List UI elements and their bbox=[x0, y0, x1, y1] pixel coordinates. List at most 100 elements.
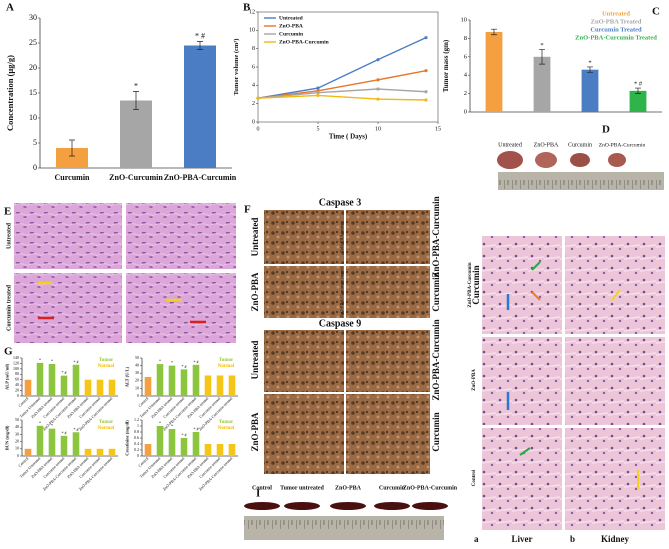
legend-label: ZnO-PBA bbox=[279, 23, 303, 29]
y-tick-label: 0 bbox=[464, 108, 467, 115]
micrograph bbox=[346, 394, 430, 474]
y-tick-label: 0 bbox=[17, 453, 19, 458]
micrograph bbox=[14, 273, 122, 343]
x-axis-label: Time ( Days) bbox=[329, 133, 368, 141]
panel-f: F Caspase 3 Caspase 9 Untreated ZnO-PBA … bbox=[244, 196, 441, 474]
y-tick-label: 140 bbox=[13, 355, 19, 360]
inner-label: ZnO-PBA-Curcumin treated bbox=[339, 266, 344, 318]
y-axis-label: Creatinine (mg/dl) bbox=[125, 420, 130, 456]
bar bbox=[84, 448, 92, 456]
series-line bbox=[257, 94, 427, 101]
significance-mark: * # bbox=[194, 359, 199, 364]
liver-photo bbox=[244, 502, 280, 510]
micrograph bbox=[565, 236, 665, 334]
series-line bbox=[257, 37, 427, 99]
row-label: ZnO-PBA bbox=[472, 369, 477, 391]
y-tick-label: 0 bbox=[33, 163, 37, 172]
panel-letter: D bbox=[602, 124, 610, 136]
significance-mark: * bbox=[171, 424, 173, 429]
error-bar bbox=[539, 49, 545, 65]
bar bbox=[180, 369, 188, 396]
organ-label: Tumor untreated bbox=[280, 485, 324, 491]
error-bar bbox=[635, 87, 641, 94]
y-tick-label: 50 bbox=[15, 417, 19, 422]
significance-mark: * bbox=[159, 359, 161, 364]
y-tick-label: 10 bbox=[461, 16, 468, 23]
bar bbox=[144, 444, 152, 456]
row-label: Untreated bbox=[6, 222, 12, 249]
bar bbox=[204, 444, 212, 456]
micrograph bbox=[264, 266, 344, 318]
column-label: Liver bbox=[512, 534, 533, 544]
significance-mark: * bbox=[588, 60, 591, 67]
bar bbox=[204, 375, 212, 396]
y-tick-label: 1 bbox=[137, 423, 139, 428]
y-axis-label: ALP (mU/ml) bbox=[5, 363, 10, 390]
significance-mark: * # bbox=[74, 359, 79, 364]
bar bbox=[108, 448, 116, 456]
tumor-photo bbox=[570, 153, 590, 167]
x-tick-label: 15 bbox=[435, 126, 441, 132]
y-tick-label: 10 bbox=[15, 446, 19, 451]
row-label: Curcumin bbox=[431, 272, 441, 311]
panel-i: I Control Tumor untreated ZnO-PBA Curcum… bbox=[244, 485, 458, 540]
data-point bbox=[316, 91, 320, 95]
legend-label: Normal bbox=[98, 364, 115, 369]
y-tick-label: 4 bbox=[252, 83, 255, 89]
bar bbox=[36, 362, 44, 396]
organ-label: ZnO-PBA-Curcumin bbox=[403, 485, 458, 491]
row-label: ZnO-PBA-Curcumin bbox=[468, 262, 473, 307]
bar bbox=[60, 435, 68, 456]
tumor-label: Untreated bbox=[498, 142, 522, 148]
significance-mark: * bbox=[51, 358, 53, 363]
bar bbox=[216, 444, 224, 456]
panel-letter: B bbox=[243, 2, 251, 14]
micrograph bbox=[346, 330, 430, 392]
data-point bbox=[376, 97, 380, 101]
bar bbox=[192, 364, 200, 396]
y-axis-label: BUN (mg/dl) bbox=[5, 425, 10, 450]
arrow bbox=[531, 261, 541, 271]
organ-label: Control bbox=[252, 485, 272, 491]
error-bar bbox=[69, 139, 75, 157]
y-tick-label: 0 bbox=[17, 393, 19, 398]
bar bbox=[228, 375, 236, 396]
row-label: ZnO-PBA bbox=[250, 412, 260, 452]
panel-letter: C bbox=[652, 6, 660, 18]
legend-label: Normal bbox=[218, 426, 235, 431]
row-label: ZnO-PBA-Curcumin bbox=[431, 319, 441, 400]
x-tick-label: 5 bbox=[317, 126, 320, 132]
series-line bbox=[257, 69, 427, 99]
row-label: Untreated bbox=[250, 341, 260, 380]
y-tick-label: 0.8 bbox=[134, 429, 139, 434]
arrow bbox=[531, 291, 541, 301]
y-tick-label: 0.2 bbox=[134, 447, 139, 452]
data-point bbox=[424, 36, 428, 40]
data-point bbox=[376, 58, 380, 62]
y-tick-label: 5 bbox=[33, 138, 37, 147]
bar bbox=[184, 45, 216, 168]
bar bbox=[156, 364, 164, 396]
y-tick-label: 10 bbox=[249, 28, 255, 34]
x-tick-label: 10 bbox=[375, 126, 381, 132]
panel-letter: G bbox=[4, 346, 13, 358]
panel-letter: I bbox=[256, 488, 260, 500]
significance-mark: * # bbox=[182, 433, 187, 438]
y-tick-label: 1.2 bbox=[134, 417, 139, 422]
inner-label: ZnO-PBA treated bbox=[339, 220, 344, 252]
ruler bbox=[498, 172, 664, 190]
micrograph bbox=[482, 236, 562, 334]
legend-label: Untreated bbox=[279, 15, 303, 21]
arrow bbox=[519, 447, 531, 456]
tumor-label: ZnO-PBA bbox=[534, 142, 559, 148]
y-tick-label: 8 bbox=[464, 35, 467, 42]
micrograph bbox=[264, 210, 344, 264]
y-tick-label: 20 bbox=[15, 439, 19, 444]
column-label: b bbox=[570, 534, 575, 544]
tumor-photo bbox=[497, 151, 523, 169]
bar bbox=[156, 426, 164, 456]
error-bar bbox=[197, 41, 203, 50]
arrow bbox=[611, 289, 621, 301]
